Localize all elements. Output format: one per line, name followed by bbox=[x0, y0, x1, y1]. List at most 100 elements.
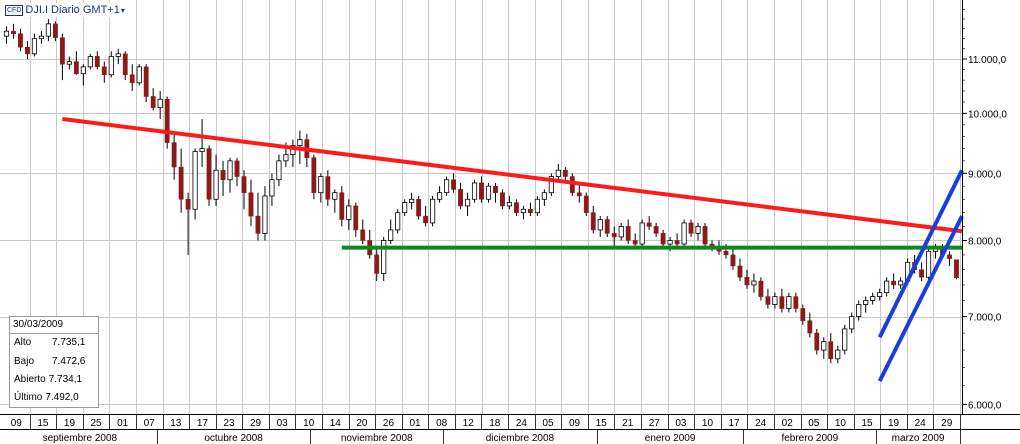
cfd-badge: CFD bbox=[5, 4, 24, 16]
candle-bear bbox=[311, 157, 317, 193]
info-divider bbox=[10, 333, 98, 334]
date-tick-label: 24 bbox=[516, 418, 528, 429]
month-label: octubre 2008 bbox=[204, 433, 263, 444]
info-row-high: Alto 7.735,1 bbox=[14, 337, 85, 348]
candle-bull bbox=[541, 192, 547, 200]
candle-bear bbox=[779, 296, 785, 309]
candle-bear bbox=[11, 30, 16, 34]
trendline-channel-lower[interactable] bbox=[877, 215, 964, 383]
candle-bull bbox=[269, 179, 275, 197]
candle-bear bbox=[632, 240, 638, 245]
candle-bear bbox=[604, 219, 610, 234]
date-tick-label: 12 bbox=[463, 418, 475, 429]
date-tick-label: 03 bbox=[277, 418, 289, 429]
candle-bear bbox=[94, 56, 100, 68]
candle-bear bbox=[947, 254, 952, 259]
date-tick-label: 17 bbox=[197, 418, 209, 429]
date-tick-label: 24 bbox=[915, 418, 927, 429]
candle-bull bbox=[199, 148, 205, 153]
candle-bull bbox=[534, 198, 540, 214]
instrument-selector[interactable]: CFD DJI.I Diario GMT+1 ▾ bbox=[3, 3, 128, 17]
candle-bear bbox=[814, 332, 820, 351]
date-tick-label: 01 bbox=[117, 418, 129, 429]
candle-bull bbox=[437, 192, 443, 200]
candle-bull bbox=[108, 56, 114, 76]
candle-bear bbox=[234, 160, 240, 177]
date-tick-label: 07 bbox=[144, 418, 156, 429]
candle-bull bbox=[667, 240, 673, 245]
price-tick-label: 11.000,0 bbox=[968, 55, 1007, 66]
candle-bull bbox=[464, 198, 471, 207]
candle-bear bbox=[625, 226, 631, 241]
date-tick-label: 15 bbox=[596, 418, 608, 429]
date-tick-label: 15 bbox=[37, 418, 49, 429]
month-label: marzo 2009 bbox=[892, 433, 945, 444]
candle-bull bbox=[115, 53, 121, 57]
candle-bull bbox=[297, 139, 303, 146]
candle-bear bbox=[150, 96, 156, 108]
candle-bull bbox=[618, 226, 624, 238]
candle-bull bbox=[681, 222, 687, 245]
candle-bear bbox=[171, 142, 177, 168]
date-tick-label: 14 bbox=[330, 418, 342, 429]
candle-bull bbox=[485, 185, 492, 200]
date-tick-label: 26 bbox=[383, 418, 395, 429]
date-tick-label: 19 bbox=[64, 418, 76, 429]
info-label: Abierto bbox=[14, 374, 46, 385]
candle-bull bbox=[227, 160, 233, 181]
info-value: 7.734,1 bbox=[48, 374, 83, 385]
candle-bear bbox=[59, 37, 65, 65]
candle-bull bbox=[80, 66, 86, 75]
candle-bear bbox=[73, 61, 79, 74]
candle-bull bbox=[38, 35, 44, 40]
candle-bull bbox=[821, 341, 827, 351]
candle-bull bbox=[849, 316, 855, 330]
candle-bear bbox=[25, 46, 30, 55]
chevron-down-icon[interactable]: ▾ bbox=[120, 5, 125, 15]
candle-bull bbox=[751, 280, 757, 286]
candle-bear bbox=[185, 199, 191, 210]
candle-bull bbox=[66, 61, 72, 65]
candle-bull bbox=[786, 296, 792, 309]
candle-bull bbox=[388, 229, 394, 241]
candle-bear bbox=[828, 341, 834, 360]
month-label: enero 2009 bbox=[645, 433, 696, 444]
info-value: 7.735,1 bbox=[52, 337, 86, 348]
trendline-channel-upper[interactable] bbox=[877, 169, 964, 339]
instrument-title: DJI.I Diario GMT+1 bbox=[25, 4, 120, 16]
candle-bear bbox=[562, 169, 568, 177]
candle-bear bbox=[500, 192, 505, 207]
candle-bear bbox=[143, 66, 149, 97]
date-tick-label: 10 bbox=[835, 418, 847, 429]
price-tick-label: 10.000,0 bbox=[968, 109, 1007, 120]
trendlines[interactable] bbox=[62, 117, 964, 383]
trendline-resistance[interactable] bbox=[62, 117, 963, 234]
candle-bull bbox=[842, 328, 848, 351]
candle-bull bbox=[898, 280, 904, 286]
candle-bull bbox=[548, 176, 554, 194]
month-label: noviembre 2008 bbox=[341, 433, 413, 444]
candle-bear bbox=[479, 182, 484, 200]
candle-bear bbox=[891, 280, 897, 286]
candle-bull bbox=[597, 219, 603, 231]
info-value: 7.472,6 bbox=[52, 356, 86, 367]
candle-bear bbox=[646, 222, 652, 227]
date-tick-label: 18 bbox=[489, 418, 501, 429]
candle-bull bbox=[471, 182, 478, 200]
info-value: 7.492,0 bbox=[45, 392, 79, 403]
candle-bull bbox=[346, 205, 352, 220]
candle-bear bbox=[52, 23, 58, 38]
candle-bear bbox=[723, 251, 729, 256]
candle-bear bbox=[360, 229, 366, 241]
month-label: diciembre 2008 bbox=[486, 433, 555, 444]
date-tick-label: 15 bbox=[861, 418, 873, 429]
candle-bull bbox=[402, 202, 408, 214]
candle-bear bbox=[374, 254, 380, 274]
candle-bear bbox=[178, 166, 184, 200]
candle-bear bbox=[423, 215, 429, 224]
candles bbox=[3, 18, 959, 364]
candle-bull bbox=[283, 154, 289, 162]
